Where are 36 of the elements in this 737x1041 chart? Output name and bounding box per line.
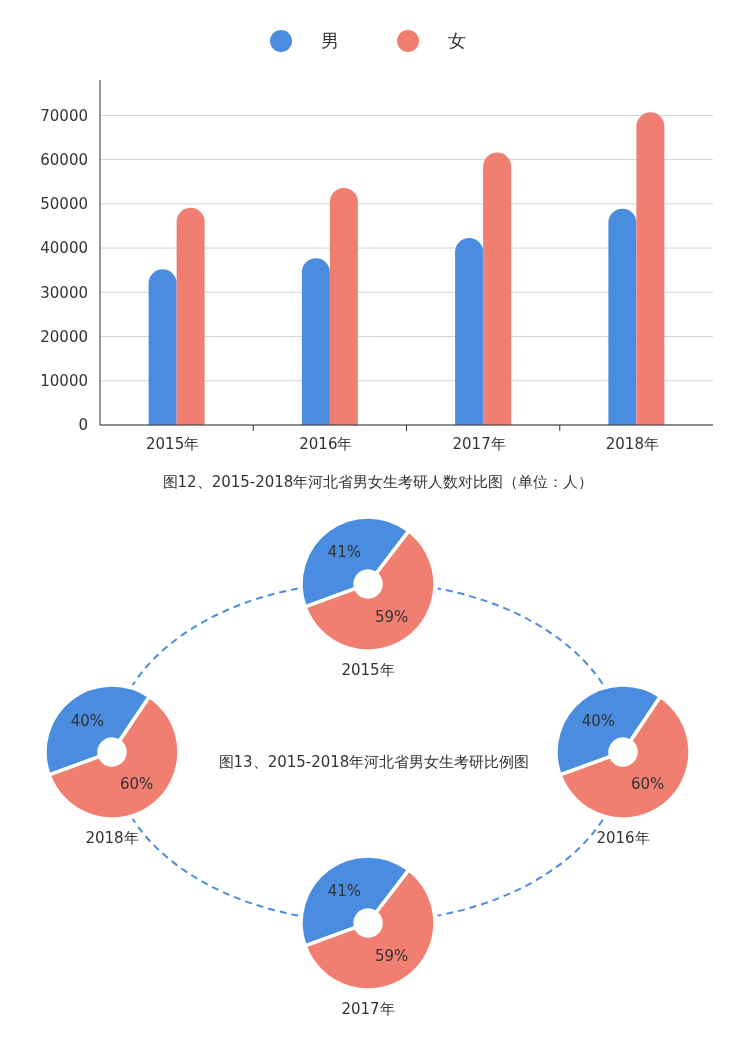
bar: [455, 237, 484, 425]
data-label: 41%: [327, 881, 362, 900]
bar: [176, 207, 205, 425]
y-tick-label: 40000: [40, 239, 88, 258]
caption: 图13、2015-2018年河北省男女生考研比例图: [218, 753, 530, 772]
bar: [636, 112, 665, 425]
data-label: 59%: [374, 607, 409, 626]
y-tick-label: 70000: [40, 106, 88, 125]
text: 2015年: [341, 661, 395, 679]
text: 2017年: [341, 1000, 395, 1018]
text: 2018年: [85, 829, 139, 847]
bar: [148, 269, 177, 425]
x-tick-label: 2017年: [452, 435, 506, 453]
data-label: 40%: [581, 711, 616, 730]
x-tick-label: 2018年: [605, 435, 659, 453]
bar: [301, 258, 330, 425]
bar: [483, 152, 512, 425]
y-tick-label: 0: [78, 416, 88, 435]
text: 图12、2015-2018年河北省男女生考研人数对比图（单位：人）: [162, 473, 594, 491]
y-tick-label: 60000: [40, 150, 88, 169]
y-tick-label: 30000: [40, 283, 88, 302]
data-label: 60%: [119, 774, 154, 793]
bar: [329, 187, 358, 425]
data-label: 40%: [70, 711, 105, 730]
y-tick-label: 20000: [40, 327, 88, 346]
x-tick-label: 2016年: [299, 435, 353, 453]
data-label: 59%: [374, 946, 409, 965]
text: 2016年: [596, 829, 650, 847]
x-tick-label: 2015年: [146, 435, 200, 453]
legend-label: 男: [321, 30, 339, 52]
data-label: 41%: [327, 542, 362, 561]
y-tick-label: 10000: [40, 372, 88, 391]
bar: [608, 208, 637, 425]
data-label: 60%: [630, 774, 665, 793]
legend-label: 女: [448, 30, 466, 52]
y-tick-label: 50000: [40, 195, 88, 214]
